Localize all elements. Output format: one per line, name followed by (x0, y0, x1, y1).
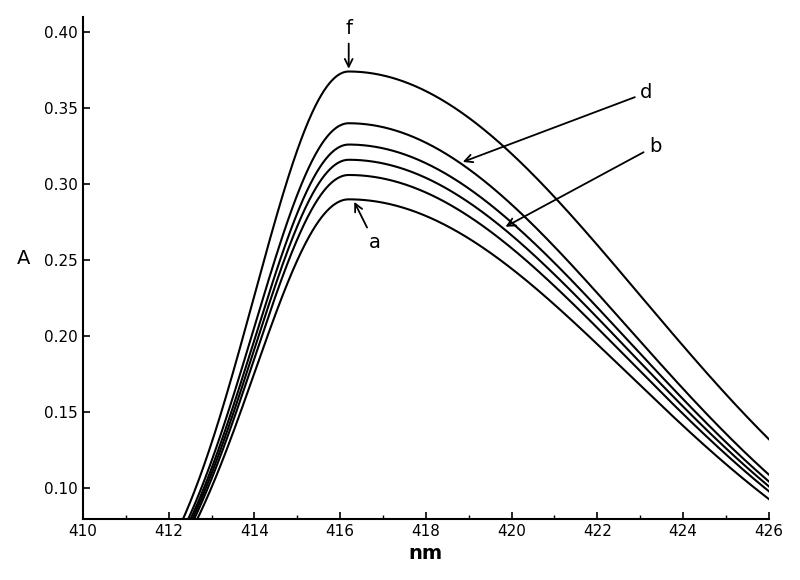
Text: c: c (0, 579, 1, 580)
Text: f: f (345, 19, 353, 67)
Text: d: d (465, 84, 653, 162)
X-axis label: nm: nm (409, 545, 443, 563)
Y-axis label: A: A (17, 249, 30, 268)
Text: e: e (0, 579, 1, 580)
Text: a: a (355, 204, 380, 252)
Text: b: b (507, 136, 661, 226)
